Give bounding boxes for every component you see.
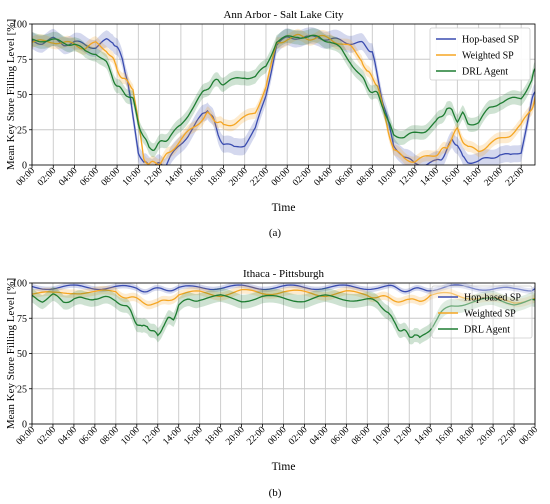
x-tick-label: 18:00 [206, 166, 229, 189]
series-band-2 [32, 286, 535, 345]
x-tick-label: 06:00 [79, 166, 102, 189]
x-tick-label: 04:00 [57, 425, 80, 448]
x-tick-label: 08:00 [350, 425, 373, 448]
x-tick-label: 00:00 [15, 425, 38, 448]
series-line-2 [32, 34, 535, 151]
x-tick-label: 18:00 [455, 425, 478, 448]
legend-box [431, 285, 533, 339]
x-tick-label: 12:00 [392, 425, 415, 448]
x-tick-label: 04:00 [57, 166, 80, 189]
x-tick-label: 04:00 [313, 166, 336, 189]
y-tick-label: 75 [17, 55, 27, 66]
series-line-1 [32, 288, 535, 306]
x-tick-label: 00:00 [270, 166, 293, 189]
y-tick-label: 25 [17, 125, 27, 136]
series-line-0 [32, 284, 535, 293]
series-band-1 [32, 285, 535, 310]
series-group [32, 283, 535, 345]
x-tick-label: 12:00 [398, 166, 421, 189]
y-tick-label: 50 [17, 90, 27, 101]
x-tick-label: 22:00 [249, 166, 272, 189]
series-band-0 [32, 283, 535, 295]
x-tick-label: 12:00 [140, 425, 163, 448]
legend-label: DRL Agent [464, 325, 510, 336]
x-tick-label: 08:00 [100, 166, 123, 189]
x-tick-label: 16:00 [440, 166, 463, 189]
x-tick-label: 10:00 [371, 425, 394, 448]
x-tick-label: 10:00 [120, 425, 143, 448]
series-line-2 [32, 293, 535, 339]
legend-box [429, 27, 531, 81]
x-tick-label: 06:00 [78, 425, 101, 448]
x-tick-label: 02:00 [36, 166, 59, 189]
x-axis-label: Time [272, 202, 296, 214]
x-tick-label: 00:00 [266, 425, 289, 448]
series-group [32, 27, 535, 165]
x-tick-label: 10:00 [376, 166, 399, 189]
y-tick-label: 0 [22, 161, 27, 172]
x-tick-label: 20:00 [224, 425, 247, 448]
legend: Hop-based SP Weighted SP DRL Agent [429, 27, 531, 81]
x-tick-label: 22:00 [504, 166, 527, 189]
x-tick-label: 02:00 [287, 425, 310, 448]
legend-label: Weighted SP [462, 51, 514, 62]
legend-label: Hop-based SP [462, 35, 519, 46]
x-tick-label: 12:00 [142, 166, 165, 189]
x-tick-label: 14:00 [161, 425, 184, 448]
x-tick-label: 06:00 [329, 425, 352, 448]
caption-a: (a) [269, 227, 282, 239]
series-band-2 [32, 28, 535, 158]
x-tick-label: 14:00 [413, 425, 436, 448]
legend: Hop-based SP Weighted SP DRL Agent [431, 285, 533, 339]
x-tick-label: 08:00 [355, 166, 378, 189]
x-tick-label: 00:00 [518, 425, 541, 448]
y-tick-label: 75 [17, 314, 27, 325]
y-axis-label: Mean Key Store Filling Level [%] [5, 19, 17, 170]
legend-label: Hop-based SP [464, 293, 521, 304]
x-tick-label: 16:00 [182, 425, 205, 448]
y-tick-label: 25 [17, 384, 27, 395]
series-band-0 [32, 27, 535, 165]
chart-title: Ithaca - Pittsburgh [243, 268, 325, 280]
x-tick-label: 20:00 [476, 425, 499, 448]
y-axis-label: Mean Key Store Filling Level [%] [5, 278, 17, 429]
x-tick-label: 02:00 [291, 166, 314, 189]
x-tick-label: 08:00 [99, 425, 122, 448]
series-band-1 [32, 28, 535, 165]
x-tick-label: 18:00 [203, 425, 226, 448]
chart-panel-b: 025507510000:0002:0004:0006:0008:0010:00… [5, 268, 540, 473]
x-tick-label: 02:00 [36, 425, 59, 448]
x-tick-label: 10:00 [121, 166, 144, 189]
x-axis-label: Time [272, 461, 296, 473]
x-tick-label: 22:00 [245, 425, 268, 448]
legend-label: DRL Agent [462, 67, 508, 78]
x-tick-label: 20:00 [227, 166, 250, 189]
y-tick-label: 50 [17, 349, 27, 360]
x-tick-label: 16:00 [185, 166, 208, 189]
y-tick-label: 100 [12, 20, 27, 31]
chart-title: Ann Arbor - Salt Lake City [223, 9, 344, 21]
x-tick-label: 06:00 [334, 166, 357, 189]
y-tick-label: 0 [22, 420, 27, 431]
x-tick-label: 18:00 [461, 166, 484, 189]
x-tick-label: 00:00 [15, 166, 38, 189]
chart-panel-a: 025507510000:0002:0004:0006:0008:0010:00… [5, 9, 536, 214]
x-tick-label: 20:00 [483, 166, 506, 189]
caption-b: (b) [269, 487, 282, 499]
x-tick-label: 04:00 [308, 425, 331, 448]
legend-label: Weighted SP [464, 309, 516, 320]
x-tick-label: 14:00 [164, 166, 187, 189]
x-tick-label: 14:00 [419, 166, 442, 189]
x-tick-label: 22:00 [497, 425, 520, 448]
y-tick-label: 100 [12, 279, 27, 290]
x-tick-label: 16:00 [434, 425, 457, 448]
